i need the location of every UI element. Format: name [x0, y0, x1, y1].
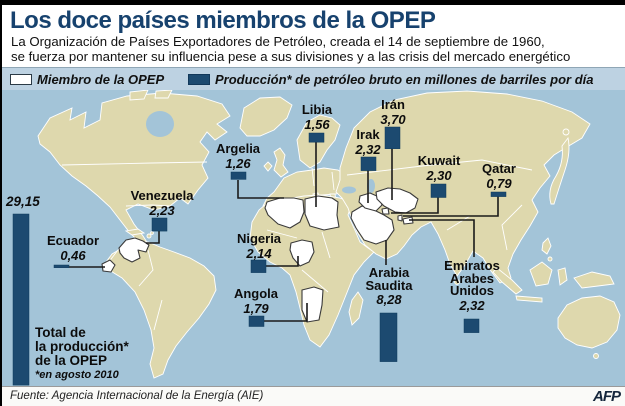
- hudson-bay: [146, 111, 174, 137]
- island: [146, 233, 152, 239]
- world-map-svg: [2, 90, 625, 386]
- top-black-bar: [2, 0, 625, 5]
- header: Los doce países miembros de la OPEP La O…: [2, 5, 625, 67]
- production-bar-kuwait: [430, 183, 447, 198]
- country-shape-nigeria: [289, 239, 315, 267]
- continent-north-america: [37, 92, 231, 248]
- sri-lanka: [454, 279, 460, 285]
- borneo: [529, 261, 553, 287]
- opec-member-shapes: [101, 187, 419, 323]
- connector-line-venezuela: [146, 231, 160, 244]
- madagascar: [348, 291, 364, 326]
- production-bar-angola: [248, 315, 265, 327]
- japan: [549, 136, 570, 205]
- legend-bar: Miembro de la OPEP Producción* de petról…: [2, 67, 625, 90]
- country-shape-libia: [304, 195, 340, 231]
- production-bar-argelia: [230, 171, 247, 180]
- continent-australia: [557, 295, 621, 349]
- country-shape-angola: [301, 286, 324, 323]
- total-production-bar: [12, 213, 30, 386]
- philippines: [541, 237, 552, 255]
- legend-item-production: Producción* de petróleo bruto en millone…: [188, 68, 594, 91]
- opec-member-swatch-icon: [10, 74, 32, 85]
- caspian-sea: [367, 179, 375, 193]
- new-guinea: [573, 271, 615, 289]
- footer: Fuente: Agencia Internacional de la Ener…: [2, 386, 625, 406]
- production-bar-nigeria: [250, 259, 267, 273]
- connector-line-qatar: [403, 196, 499, 217]
- subtitle-line-2: se fuerza por mantener su influencia pes…: [11, 48, 571, 64]
- production-bar-irak: [360, 156, 377, 171]
- tasmania: [593, 353, 599, 359]
- continent-south-america: [107, 241, 217, 379]
- source-text: Fuente: Agencia Internacional de la Ener…: [10, 390, 264, 402]
- production-bar-emiratos-arabes-unidos: [463, 318, 480, 333]
- country-borders: [61, 159, 533, 331]
- caribbean-islands: [124, 228, 146, 236]
- production-bars: [12, 126, 507, 386]
- world-map: [2, 90, 625, 386]
- java: [515, 295, 543, 303]
- legend-member-label: Miembro de la OPEP: [37, 72, 165, 87]
- connector-line-nigeria: [266, 256, 299, 267]
- production-bar-libia: [308, 132, 325, 143]
- country-shape-kuwait: [381, 207, 390, 215]
- country-shape-iran: [375, 187, 419, 214]
- island: [547, 256, 553, 262]
- production-bar-venezuela: [151, 217, 168, 232]
- production-bar-qatar: [490, 191, 507, 197]
- connector-line-emiratos-arabes-unidos: [409, 219, 475, 257]
- arctic-islands: [129, 90, 173, 101]
- country-shape-argelia: [264, 197, 305, 229]
- country-shape-emiratos-arabes-unidos: [402, 216, 414, 225]
- production-bar-arabia-saudita: [379, 312, 398, 362]
- country-shape-ecuador: [101, 259, 116, 273]
- sulawesi: [557, 267, 568, 286]
- connector-line-argelia: [237, 180, 284, 199]
- country-shape-qatar: [397, 214, 403, 222]
- connector-line-angola: [264, 303, 308, 322]
- black-sea: [342, 186, 356, 194]
- greenland: [239, 96, 293, 137]
- connector-lines: [69, 142, 499, 322]
- subtitle: La Organización de Países Exportadores d…: [11, 34, 571, 64]
- production-bar-iran: [384, 126, 401, 149]
- production-bar-ecuador: [53, 264, 70, 268]
- legend-item-member: Miembro de la OPEP: [10, 68, 164, 91]
- page-title: Los doce países miembros de la OPEP: [10, 7, 436, 34]
- island: [150, 231, 154, 235]
- production-bar-swatch-icon: [188, 74, 210, 85]
- subtitle-line-1: La Organización de Países Exportadores d…: [11, 34, 545, 49]
- sumatra: [492, 267, 523, 295]
- hokkaido: [562, 128, 570, 136]
- legend-production-label: Producción* de petróleo bruto en millone…: [215, 72, 594, 87]
- british-isles: [263, 147, 289, 178]
- afp-logo: AFP: [593, 388, 621, 405]
- country-shape-venezuela: [118, 237, 150, 263]
- connector-line-kuwait: [391, 197, 439, 214]
